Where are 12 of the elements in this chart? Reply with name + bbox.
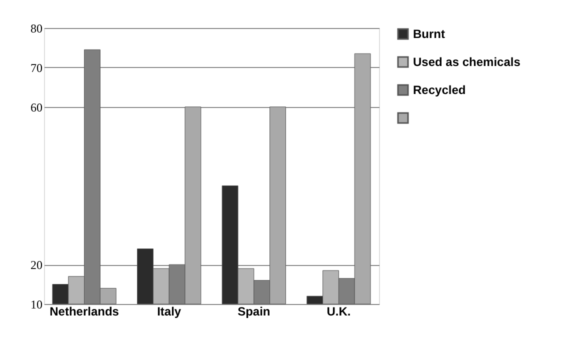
x-tick-label: Spain [238, 304, 270, 318]
y-tick-label: 20 [30, 258, 42, 272]
legend-label: Used as chemicals [413, 55, 521, 69]
x-tick-label: U.K. [326, 304, 351, 318]
y-tick-label: 80 [30, 22, 42, 36]
x-tick-label: Netherlands [50, 304, 120, 318]
legend-label: Burnt [413, 27, 445, 41]
y-tick-label: 10 [30, 298, 42, 312]
y-tick-label: 60 [30, 100, 42, 114]
y-tick-label: 70 [30, 60, 42, 75]
legend-label: Recycled [413, 83, 466, 97]
x-tick-label: Italy [157, 304, 182, 318]
